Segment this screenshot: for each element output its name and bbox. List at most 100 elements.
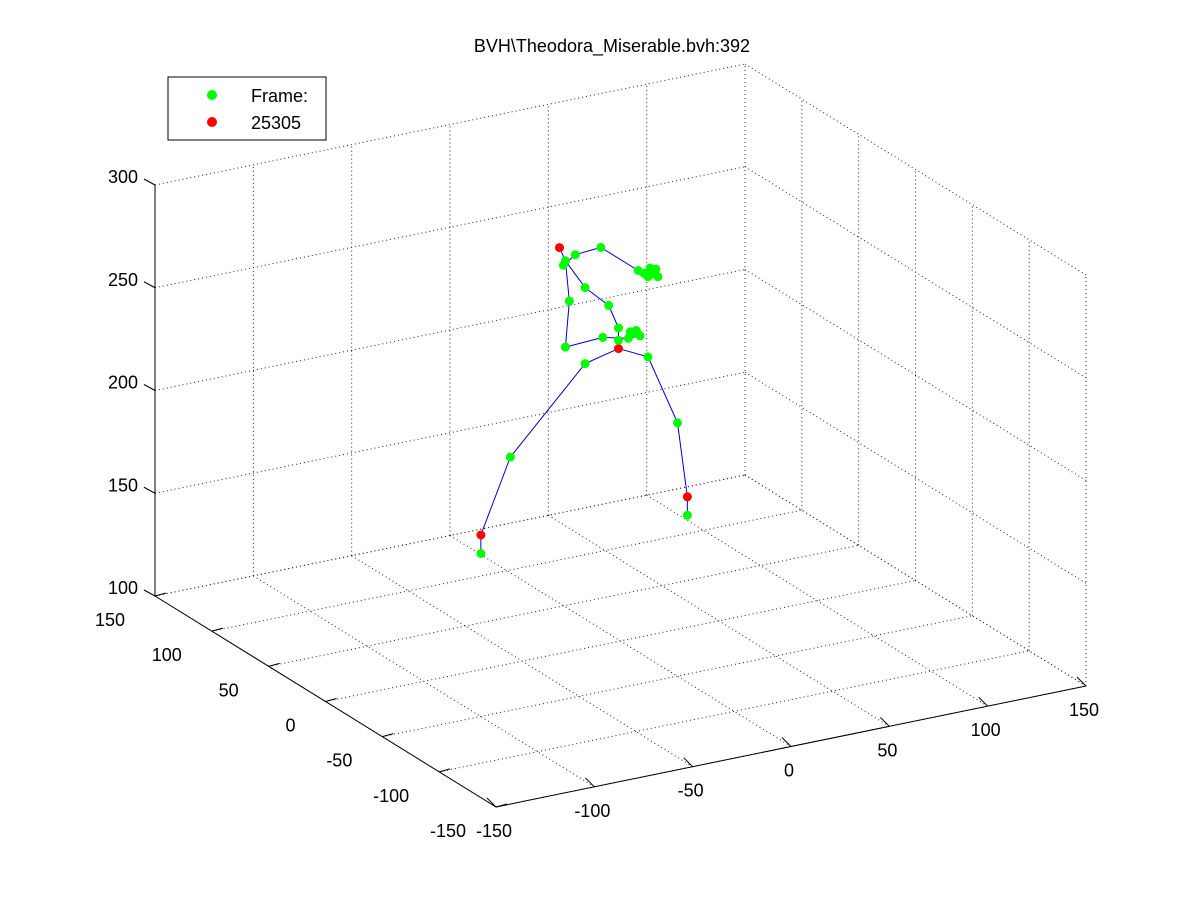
bone-segment	[618, 348, 649, 358]
floor-grid-line	[211, 509, 802, 632]
end-joint-marker	[682, 492, 692, 502]
legend-label-frame: Frame:	[251, 86, 308, 106]
joint-marker	[580, 359, 590, 369]
y-tick-label: 100	[152, 645, 182, 665]
bone-segment	[565, 336, 603, 348]
z-axis-tick	[143, 589, 156, 597]
joint-marker	[639, 268, 649, 278]
bone-segment	[584, 287, 609, 306]
back-wall-grid-line	[154, 269, 746, 391]
side-wall-grid-line	[744, 269, 1087, 481]
joint-marker	[598, 332, 608, 342]
joint-marker	[614, 323, 623, 333]
joint-marker	[560, 342, 570, 352]
joint-marker	[643, 352, 653, 362]
z-axis-tick	[143, 178, 156, 186]
bone-segment	[509, 363, 586, 458]
joint-marker	[580, 283, 590, 293]
floor-grid-line	[548, 514, 890, 727]
back-wall-grid-line	[154, 63, 746, 186]
back-wall-grid-line	[154, 371, 746, 494]
end-joint-marker	[555, 243, 564, 253]
x-axis-tick	[486, 797, 497, 808]
x-axis-tick	[879, 716, 890, 727]
bone-segment	[565, 260, 586, 288]
bone-segment	[677, 422, 688, 497]
skeleton-joints	[476, 242, 692, 558]
grid-lines	[154, 63, 1087, 808]
chart-title: BVH\Theodora_Miserable.bvh:392	[474, 36, 750, 57]
legend-label-number: 25305	[251, 113, 301, 133]
x-tick-label: 100	[971, 720, 1001, 740]
floor-grid-line	[382, 615, 973, 738]
joint-marker	[682, 510, 692, 520]
axes: -150 -100 -50 0 50 100 150 -150 -100 -50 0 50 100 150…	[95, 167, 1099, 841]
x-axis-tick	[978, 696, 989, 707]
end-joint-marker	[614, 344, 623, 354]
x-tick-label: -100	[574, 801, 610, 821]
y-axis-tick	[495, 803, 508, 808]
floor-grid-line	[268, 544, 859, 667]
y-tick-label: 50	[219, 680, 239, 700]
y-axis-tick	[268, 662, 280, 667]
x-tick-label: 50	[877, 740, 897, 760]
x-axis-tick	[1076, 676, 1087, 687]
x-tick-label: 150	[1069, 700, 1099, 720]
x-axis-tick	[781, 737, 792, 747]
legend-marker-number	[207, 117, 217, 127]
z-tick-label: 150	[108, 475, 138, 495]
y-axis-tick	[211, 627, 223, 632]
floor-grid-line	[439, 650, 1030, 773]
joint-marker	[558, 260, 568, 270]
floor-grid-line	[646, 494, 988, 707]
end-joint-marker	[476, 530, 486, 540]
skeleton-bones	[480, 246, 688, 554]
z-tick-label: 100	[108, 578, 138, 598]
x-axis-tick	[683, 757, 694, 768]
joint-marker	[604, 300, 614, 310]
floor-grid-line	[325, 580, 916, 702]
y-tick-label: -150	[430, 821, 466, 841]
legend-marker-frame	[207, 90, 217, 100]
side-wall-grid-line	[744, 63, 1087, 276]
z-axis-tick	[143, 384, 156, 391]
joint-marker	[673, 418, 682, 428]
side-wall-grid-line	[744, 166, 1087, 379]
joint-marker	[564, 296, 574, 306]
y-tick-label: -100	[373, 786, 409, 806]
side-wall-grid-line	[744, 474, 1087, 687]
y-axis-tick	[382, 733, 394, 738]
joint-marker	[631, 326, 641, 335]
joint-marker	[570, 250, 580, 260]
y-tick-label: 150	[95, 610, 125, 630]
joint-marker	[614, 335, 623, 345]
x-tick-label: 0	[784, 761, 794, 781]
joint-marker	[476, 549, 486, 558]
bone-segment	[480, 456, 511, 536]
z-axis-tick	[143, 281, 156, 289]
y-tick-label: -50	[326, 751, 352, 771]
y-axis-tick	[439, 768, 451, 773]
x-tick-label: -150	[476, 821, 512, 841]
joint-marker	[653, 272, 663, 282]
z-tick-label: 200	[108, 373, 138, 393]
side-wall-grid-line	[744, 371, 1087, 584]
joint-marker	[645, 263, 655, 273]
joint-marker	[505, 452, 515, 462]
bone-segment	[564, 301, 570, 348]
joint-marker	[596, 242, 606, 252]
z-tick-label: 300	[108, 167, 138, 187]
back-wall-grid-line	[154, 166, 746, 289]
y-tick-label: 0	[285, 716, 295, 736]
legend: Frame: 25305	[167, 76, 327, 141]
legend-box	[167, 76, 327, 141]
x-tick-label: -50	[678, 781, 704, 801]
bone-segment	[647, 356, 678, 423]
y-axis-tick	[325, 698, 337, 702]
x-axis-tick	[584, 777, 595, 788]
y-axis-tick	[154, 592, 167, 597]
bone-segment	[600, 246, 639, 271]
z-axis-tick	[143, 486, 156, 494]
bone-segment	[584, 348, 619, 365]
